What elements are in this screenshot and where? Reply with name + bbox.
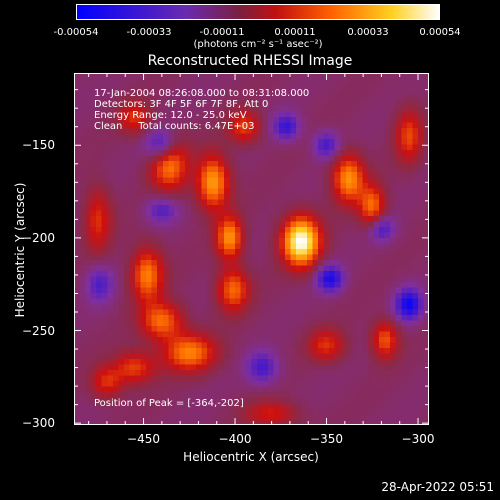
clean-counts-text: Clean Total counts: 6.47E+03 (94, 121, 255, 132)
colorbar (76, 4, 440, 20)
colorbar-unit-label: (photons cm⁻² s⁻¹ asec⁻²) (193, 39, 323, 50)
time-range-text: 17-Jan-2004 08:26:08.000 to 08:31:08.000 (94, 88, 310, 99)
peak-position-text: Position of Peak = [-364,-202] (94, 398, 244, 409)
x-tick-label: −450 (127, 432, 161, 446)
y-axis-label: Heliocentric Y (arcsec) (13, 182, 27, 318)
chart-title: Reconstructed RHESSI Image (147, 53, 353, 69)
x-tick-label: −400 (218, 432, 252, 446)
colorbar-tick-label: -0.00011 (199, 27, 245, 38)
y-tick-label: −150 (22, 138, 55, 153)
y-tick-label: −200 (22, 230, 55, 245)
x-tick-label: −300 (401, 432, 435, 446)
x-axis-label: Heliocentric X (arcsec) (183, 450, 319, 464)
heatmap-image (74, 73, 429, 425)
y-tick-label: −300 (22, 416, 55, 431)
colorbar-tick-label: 0.00033 (347, 27, 389, 38)
colorbar-tick-label: 0.00011 (274, 27, 316, 38)
colorbar-tick-label: -0.00033 (126, 27, 172, 38)
y-tick-label: −250 (22, 323, 55, 338)
colorbar-tick-label: -0.00054 (53, 27, 99, 38)
colorbar-tick-label: 0.00054 (419, 27, 461, 38)
detectors-text: Detectors: 3F 4F 5F 6F 7F 8F, Att 0 (94, 99, 269, 110)
x-tick-label: −350 (310, 432, 343, 446)
timestamp: 28-Apr-2022 05:51 (381, 480, 494, 494)
energy-range-text: Energy Range: 12.0 - 25.0 keV (94, 110, 247, 121)
